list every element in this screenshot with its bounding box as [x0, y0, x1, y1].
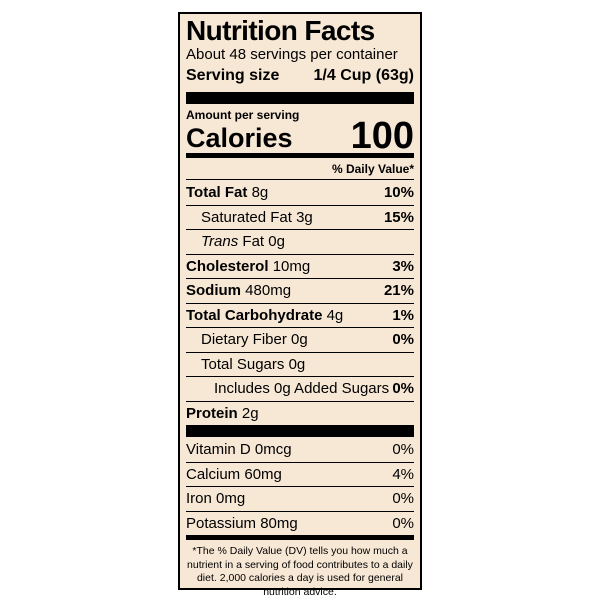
nutrient-amount: 2g [241, 404, 259, 422]
nutrient-name: Saturated Fat [201, 208, 292, 226]
vitamin-name: Potassium [186, 514, 257, 532]
nutrient-name: Includes 0g Added Sugars [214, 380, 390, 398]
calories: Calories 100 [186, 117, 414, 158]
nutrient-name: Protein [186, 404, 238, 422]
title: Nutrition Facts [186, 15, 375, 46]
serving-size: Serving size 1/4 Cup (63g) [186, 64, 414, 104]
vitamin-amount: 80mg [260, 514, 298, 532]
nutrient-name: Total Carbohydrate [186, 306, 323, 324]
nutrient-name: Fat [242, 233, 265, 251]
calories-label: Calories [186, 123, 293, 153]
nutrient-row: Includes 0g Added Sugars 0% [186, 376, 414, 401]
nutrient-name: Dietary Fiber [201, 331, 287, 349]
vitamin-row: Iron 0mg 0% [186, 486, 414, 511]
nutrient-row: Sodium 480mg 21% [186, 278, 414, 303]
nutrient-dv: 0% [392, 331, 414, 349]
nutrient-amount: 480mg [245, 282, 292, 300]
nutrient-name: Cholesterol [186, 257, 269, 275]
nutrient-name: Total Sugars [201, 355, 285, 373]
nutrient-name: Total Fat [186, 183, 248, 201]
nutrient-dv: 0% [392, 380, 414, 398]
vitamin-name: Calcium [186, 465, 241, 483]
vitamin-dv: 0% [392, 490, 414, 508]
nutrient-amount: 3g [296, 208, 313, 226]
vitamin-row: Calcium 60mg 4% [186, 461, 414, 487]
vitamin-amount: 0mcg [254, 440, 292, 458]
nutrient-dv: 1% [392, 306, 414, 324]
servings: About 48 servings per container [186, 46, 398, 63]
nutrient-amount: 8g [251, 183, 269, 201]
nutrient-amount: 0g [291, 331, 308, 349]
nutrient-amount: 0g [288, 355, 306, 373]
nutrient-amount: 10mg [272, 257, 311, 275]
nutrient-row: Saturated Fat 3g 15% [186, 204, 414, 230]
vitamin-row: Vitamin D 0mcg 0% [186, 437, 414, 462]
nutrient-dv: 3% [392, 257, 414, 275]
amount-per-serving: Amount per serving [186, 108, 300, 122]
divider-bar [186, 425, 414, 437]
nutrient-amount: 0g [268, 233, 285, 251]
serving-size-label: Serving size [186, 67, 280, 84]
vitamin-amount: 0mg [216, 490, 246, 508]
daily-value-header: % Daily Value* [186, 158, 414, 180]
footnote: *The % Daily Value (DV) tells you how mu… [187, 545, 413, 598]
nutrition-label: Nutrition Facts About 48 servings per co… [178, 12, 422, 598]
nutrient-row: Total Sugars 0g [186, 351, 414, 377]
serving-size-value: 1/4 Cup (63g) [313, 67, 414, 84]
nutrient-row: Cholesterol 10mg 3% [186, 253, 414, 279]
nutrient-dv: 21% [383, 282, 414, 300]
divider-bar [186, 535, 414, 540]
nutrient-row: Total Carbohydrate 4g 1% [186, 302, 414, 328]
nutrient-row: Protein 2g [186, 400, 414, 426]
nutrient-name: Sodium [186, 282, 241, 300]
nutrient-dv: 10% [383, 183, 414, 201]
nutrient-dv: 15% [383, 208, 414, 226]
vitamin-amount: 60mg [244, 465, 282, 483]
nutrient-name-italic: Trans [201, 233, 239, 251]
vitamin-dv: 4% [392, 465, 414, 483]
nutrient-amount: 4g [326, 306, 344, 324]
vitamin-name: Iron [186, 490, 212, 508]
vitamin-row: Potassium 80mg 0% [186, 510, 414, 536]
vitamin-dv: 0% [392, 440, 414, 458]
nutrient-row: Dietary Fiber 0g 0% [186, 327, 414, 352]
vitamin-dv: 0% [392, 514, 414, 532]
nutrient-row: Total Fat 8g 10% [186, 180, 414, 205]
vitamin-name: Vitamin D [186, 440, 251, 458]
calories-value: 100 [350, 115, 414, 157]
nutrient-row: Trans Fat 0g [186, 229, 414, 254]
